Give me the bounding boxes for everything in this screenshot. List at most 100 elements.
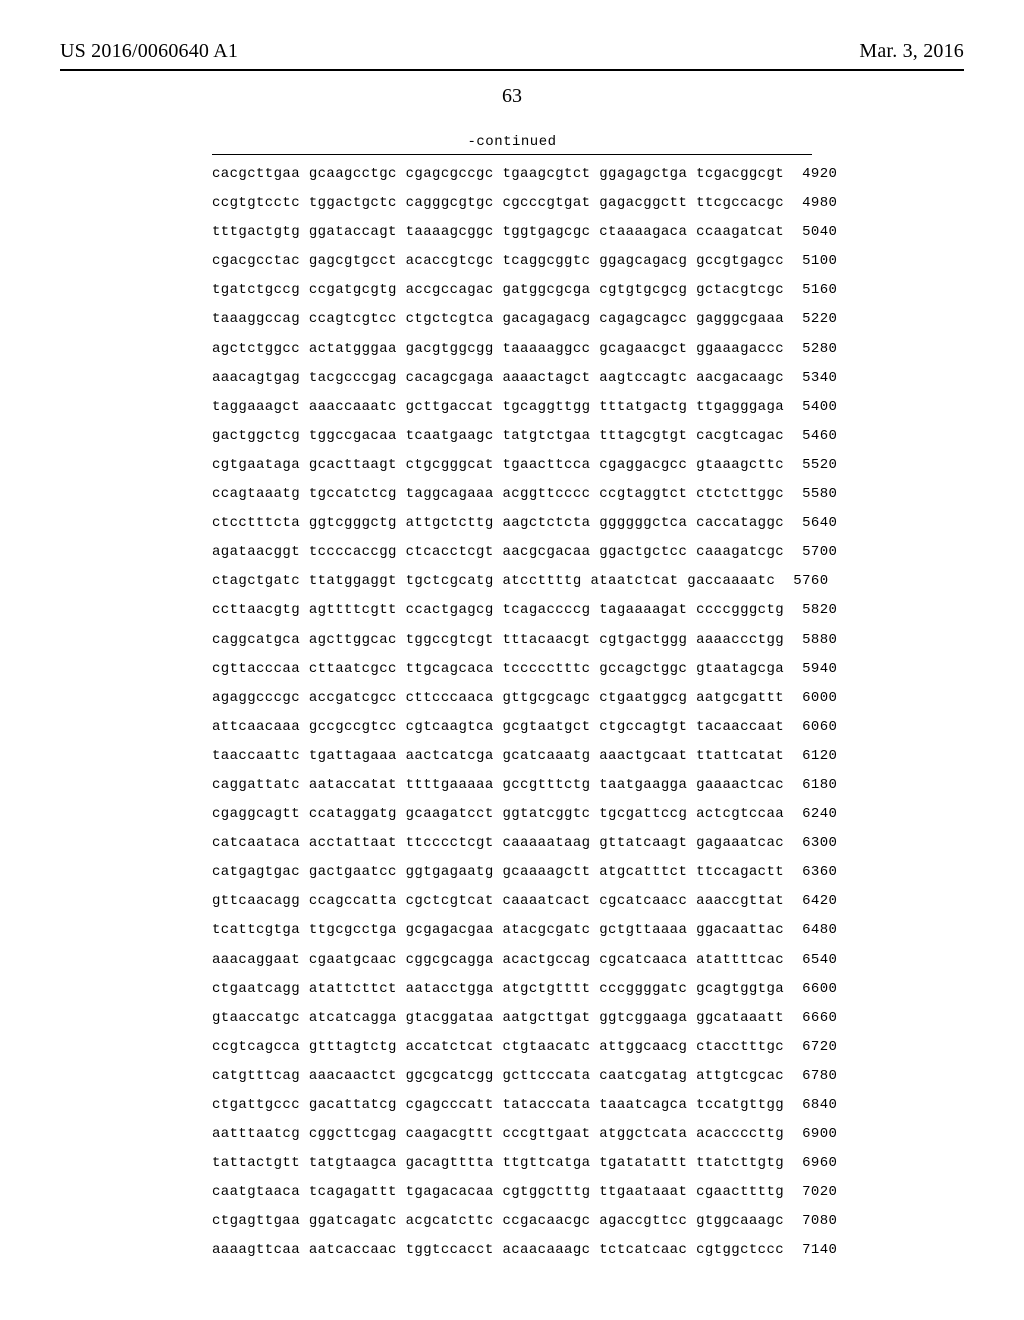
sequence-position: 5460 xyxy=(802,429,837,443)
sequence-row: agaggcccgc accgatcgcc cttcccaaca gttgcgc… xyxy=(212,691,812,705)
sequence-row: taaccaattc tgattagaaa aactcatcga gcatcaa… xyxy=(212,749,812,763)
page-number: 63 xyxy=(60,85,964,108)
sequence-row: cgtgaataga gcacttaagt ctgcgggcat tgaactt… xyxy=(212,458,812,472)
sequence-row: ccttaacgtg agttttcgtt ccactgagcg tcagacc… xyxy=(212,603,812,617)
sequence-row: taggaaagct aaaccaaatc gcttgaccat tgcaggt… xyxy=(212,400,812,414)
header-rule xyxy=(60,69,964,71)
sequence-row: agctctggcc actatgggaa gacgtggcgg taaaaag… xyxy=(212,342,812,356)
sequence-position: 5160 xyxy=(802,283,837,297)
sequence-position: 6060 xyxy=(802,720,837,734)
sequence-position: 5580 xyxy=(802,487,837,501)
sequence-position: 5940 xyxy=(802,662,837,676)
sequence-row: gactggctcg tggccgacaa tcaatgaagc tatgtct… xyxy=(212,429,812,443)
sequence-row: catcaataca acctattaat ttcccctcgt caaaaat… xyxy=(212,836,812,850)
sequence-position: 5700 xyxy=(802,545,837,559)
sequence-position: 6720 xyxy=(802,1040,837,1054)
sequence-block: cacgcttgaa gcaagcctgc cgagcgccgc tgaagcg… xyxy=(212,154,812,1257)
continued-label: -continued xyxy=(60,134,964,150)
sequence-position: 4920 xyxy=(802,167,837,181)
sequence-bases: gtaaccatgc atcatcagga gtacggataa aatgctt… xyxy=(212,1011,784,1025)
sequence-bases: aaacagtgag tacgcccgag cacagcgaga aaaacta… xyxy=(212,371,784,385)
sequence-row: ccgtcagcca gtttagtctg accatctcat ctgtaac… xyxy=(212,1040,812,1054)
sequence-row: ctagctgatc ttatggaggt tgctcgcatg atccttt… xyxy=(212,574,812,588)
sequence-bases: catcaataca acctattaat ttcccctcgt caaaaat… xyxy=(212,836,784,850)
sequence-bases: taaccaattc tgattagaaa aactcatcga gcatcaa… xyxy=(212,749,784,763)
sequence-position: 5520 xyxy=(802,458,837,472)
sequence-row: cacgcttgaa gcaagcctgc cgagcgccgc tgaagcg… xyxy=(212,167,812,181)
sequence-bases: ctagctgatc ttatggaggt tgctcgcatg atccttt… xyxy=(212,574,775,588)
sequence-position: 6600 xyxy=(802,982,837,996)
sequence-position: 5640 xyxy=(802,516,837,530)
sequence-bases: tgatctgccg ccgatgcgtg accgccagac gatggcg… xyxy=(212,283,784,297)
sequence-bases: ctcctttcta ggtcgggctg attgctcttg aagctct… xyxy=(212,516,784,530)
sequence-bases: aaaagttcaa aatcaccaac tggtccacct acaacaa… xyxy=(212,1243,784,1257)
sequence-position: 6960 xyxy=(802,1156,837,1170)
publication-date: Mar. 3, 2016 xyxy=(859,40,964,63)
sequence-row: aaacaggaat cgaatgcaac cggcgcagga acactgc… xyxy=(212,953,812,967)
sequence-row: attcaacaaa gccgccgtcc cgtcaagtca gcgtaat… xyxy=(212,720,812,734)
sequence-row: catgagtgac gactgaatcc ggtgagaatg gcaaaag… xyxy=(212,865,812,879)
page: US 2016/0060640 A1 Mar. 3, 2016 63 -cont… xyxy=(0,0,1024,1320)
sequence-position: 6300 xyxy=(802,836,837,850)
sequence-bases: ccttaacgtg agttttcgtt ccactgagcg tcagacc… xyxy=(212,603,784,617)
sequence-position: 7140 xyxy=(802,1243,837,1257)
sequence-bases: gactggctcg tggccgacaa tcaatgaagc tatgtct… xyxy=(212,429,784,443)
sequence-row: caggcatgca agcttggcac tggccgtcgt tttacaa… xyxy=(212,633,812,647)
sequence-bases: caatgtaaca tcagagattt tgagacacaa cgtggct… xyxy=(212,1185,784,1199)
sequence-row: ccgtgtcctc tggactgctc cagggcgtgc cgcccgt… xyxy=(212,196,812,210)
page-header: US 2016/0060640 A1 Mar. 3, 2016 xyxy=(60,40,964,63)
sequence-bases: attcaacaaa gccgccgtcc cgtcaagtca gcgtaat… xyxy=(212,720,784,734)
sequence-row: ctgaatcagg atattcttct aatacctgga atgctgt… xyxy=(212,982,812,996)
sequence-position: 6900 xyxy=(802,1127,837,1141)
sequence-position: 5280 xyxy=(802,342,837,356)
sequence-bases: tcattcgtga ttgcgcctga gcgagacgaa atacgcg… xyxy=(212,923,784,937)
sequence-bases: ctgaatcagg atattcttct aatacctgga atgctgt… xyxy=(212,982,784,996)
sequence-position: 5340 xyxy=(802,371,837,385)
sequence-position: 6480 xyxy=(802,923,837,937)
sequence-row: caatgtaaca tcagagattt tgagacacaa cgtggct… xyxy=(212,1185,812,1199)
sequence-position: 5760 xyxy=(793,574,828,588)
sequence-position: 6660 xyxy=(802,1011,837,1025)
sequence-row: agataacggt tccccaccgg ctcacctcgt aacgcga… xyxy=(212,545,812,559)
sequence-bases: ctgagttgaa ggatcagatc acgcatcttc ccgacaa… xyxy=(212,1214,784,1228)
sequence-bases: ccagtaaatg tgccatctcg taggcagaaa acggttc… xyxy=(212,487,784,501)
sequence-row: aaacagtgag tacgcccgag cacagcgaga aaaacta… xyxy=(212,371,812,385)
sequence-row: gttcaacagg ccagccatta cgctcgtcat caaaatc… xyxy=(212,894,812,908)
sequence-row: taaaggccag ccagtcgtcc ctgctcgtca gacagag… xyxy=(212,312,812,326)
sequence-position: 6120 xyxy=(802,749,837,763)
sequence-position: 6360 xyxy=(802,865,837,879)
sequence-row: ctgattgccc gacattatcg cgagcccatt tataccc… xyxy=(212,1098,812,1112)
sequence-position: 5400 xyxy=(802,400,837,414)
sequence-bases: aaacaggaat cgaatgcaac cggcgcagga acactgc… xyxy=(212,953,784,967)
sequence-row: catgtttcag aaacaactct ggcgcatcgg gcttccc… xyxy=(212,1069,812,1083)
sequence-bases: taaaggccag ccagtcgtcc ctgctcgtca gacagag… xyxy=(212,312,784,326)
sequence-bases: taggaaagct aaaccaaatc gcttgaccat tgcaggt… xyxy=(212,400,784,414)
sequence-row: gtaaccatgc atcatcagga gtacggataa aatgctt… xyxy=(212,1011,812,1025)
sequence-bases: ccgtgtcctc tggactgctc cagggcgtgc cgcccgt… xyxy=(212,196,784,210)
sequence-bases: tattactgtt tatgtaagca gacagtttta ttgttca… xyxy=(212,1156,784,1170)
sequence-bases: caggattatc aataccatat ttttgaaaaa gccgttt… xyxy=(212,778,784,792)
sequence-position: 6540 xyxy=(802,953,837,967)
sequence-row: ccagtaaatg tgccatctcg taggcagaaa acggttc… xyxy=(212,487,812,501)
sequence-position: 5220 xyxy=(802,312,837,326)
sequence-row: tgatctgccg ccgatgcgtg accgccagac gatggcg… xyxy=(212,283,812,297)
sequence-position: 5100 xyxy=(802,254,837,268)
sequence-position: 6180 xyxy=(802,778,837,792)
sequence-bases: cgacgcctac gagcgtgcct acaccgtcgc tcaggcg… xyxy=(212,254,784,268)
sequence-position: 5820 xyxy=(802,603,837,617)
sequence-row: tattactgtt tatgtaagca gacagtttta ttgttca… xyxy=(212,1156,812,1170)
sequence-bases: cgttacccaa cttaatcgcc ttgcagcaca tccccct… xyxy=(212,662,784,676)
sequence-bases: agctctggcc actatgggaa gacgtggcgg taaaaag… xyxy=(212,342,784,356)
sequence-position: 5880 xyxy=(802,633,837,647)
sequence-bases: gttcaacagg ccagccatta cgctcgtcat caaaatc… xyxy=(212,894,784,908)
sequence-row: ctgagttgaa ggatcagatc acgcatcttc ccgacaa… xyxy=(212,1214,812,1228)
sequence-bases: caggcatgca agcttggcac tggccgtcgt tttacaa… xyxy=(212,633,784,647)
sequence-position: 4980 xyxy=(802,196,837,210)
sequence-bases: catgagtgac gactgaatcc ggtgagaatg gcaaaag… xyxy=(212,865,784,879)
sequence-row: aatttaatcg cggcttcgag caagacgttt cccgttg… xyxy=(212,1127,812,1141)
sequence-position: 7080 xyxy=(802,1214,837,1228)
sequence-bases: cacgcttgaa gcaagcctgc cgagcgccgc tgaagcg… xyxy=(212,167,784,181)
sequence-bases: tttgactgtg ggataccagt taaaagcggc tggtgag… xyxy=(212,225,784,239)
publication-number: US 2016/0060640 A1 xyxy=(60,40,238,63)
sequence-bases: catgtttcag aaacaactct ggcgcatcgg gcttccc… xyxy=(212,1069,784,1083)
